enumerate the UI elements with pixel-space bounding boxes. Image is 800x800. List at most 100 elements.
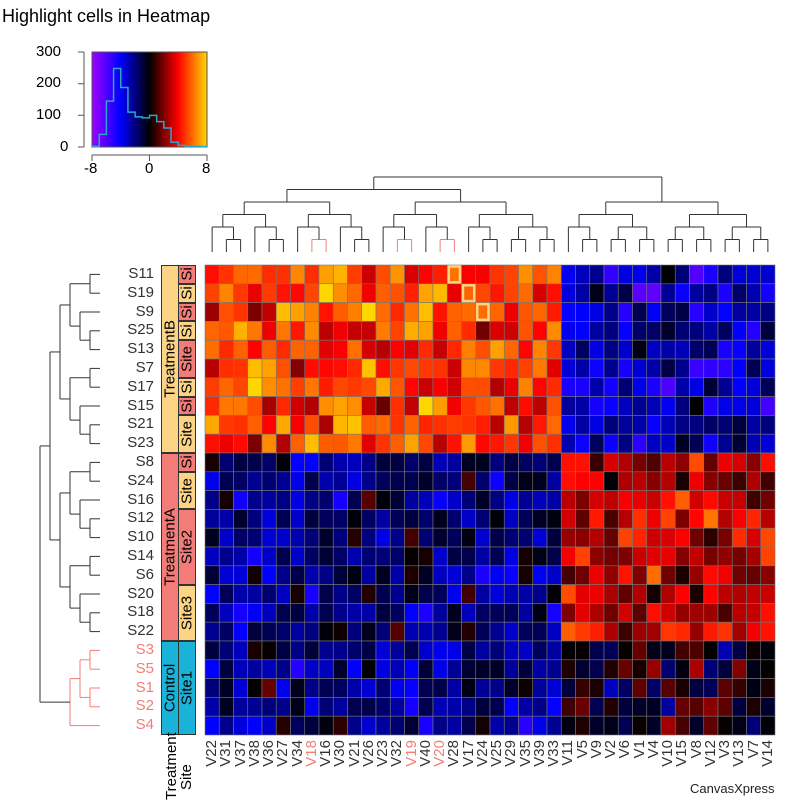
heatmap-cell[interactable] — [731, 565, 747, 585]
heatmap-cell[interactable] — [261, 621, 277, 642]
heatmap-cell[interactable] — [475, 339, 491, 360]
heatmap-cell[interactable] — [731, 509, 747, 529]
heatmap-cell[interactable] — [389, 527, 405, 548]
heatmap-cell[interactable] — [489, 678, 505, 698]
heatmap-cell[interactable] — [218, 415, 234, 435]
heatmap-cell[interactable] — [575, 264, 591, 285]
heatmap-cell[interactable] — [446, 546, 462, 567]
heatmap-cell[interactable] — [332, 452, 348, 473]
heatmap-cell[interactable] — [717, 339, 733, 360]
heatmap-cell[interactable] — [617, 490, 633, 510]
heatmap-cell[interactable] — [689, 339, 705, 360]
heatmap-cell[interactable] — [318, 659, 334, 679]
heatmap-cell[interactable] — [432, 339, 448, 360]
heatmap-cell[interactable] — [404, 264, 420, 285]
heatmap-cell[interactable] — [731, 377, 747, 397]
heatmap-cell[interactable] — [404, 452, 420, 473]
heatmap-cell[interactable] — [404, 584, 420, 604]
heatmap-cell[interactable] — [589, 697, 605, 717]
heatmap-cell[interactable] — [446, 396, 462, 416]
heatmap-cell[interactable] — [218, 264, 234, 285]
heatmap-cell[interactable] — [261, 527, 277, 548]
heatmap-cell[interactable] — [646, 452, 662, 473]
heatmap-cell[interactable] — [546, 697, 562, 717]
heatmap-cell[interactable] — [560, 415, 576, 435]
heatmap-cell[interactable] — [361, 546, 377, 567]
heatmap-cell[interactable] — [233, 415, 249, 435]
heatmap-cell[interactable] — [503, 302, 519, 322]
heatmap-cell[interactable] — [717, 264, 733, 285]
heatmap-cell[interactable] — [218, 321, 234, 341]
heatmap-cell[interactable] — [233, 715, 249, 736]
heatmap-cell[interactable] — [389, 546, 405, 567]
heatmap-cell[interactable] — [560, 527, 576, 548]
heatmap-cell[interactable] — [418, 321, 434, 341]
heatmap-cell[interactable] — [660, 509, 676, 529]
heatmap-cell[interactable] — [204, 471, 220, 491]
heatmap-cell[interactable] — [332, 321, 348, 341]
heatmap-cell[interactable] — [304, 603, 320, 623]
heatmap-cell[interactable] — [632, 471, 648, 491]
heatmap-cell[interactable] — [603, 565, 619, 585]
heatmap-cell[interactable] — [674, 452, 690, 473]
heatmap-cell[interactable] — [275, 264, 291, 285]
heatmap-cell[interactable] — [290, 640, 306, 661]
heatmap-cell[interactable] — [204, 678, 220, 698]
heatmap-cell[interactable] — [703, 471, 719, 491]
heatmap-cell[interactable] — [731, 302, 747, 322]
heatmap-cell[interactable] — [489, 621, 505, 642]
heatmap-cell[interactable] — [617, 621, 633, 642]
heatmap-cell[interactable] — [575, 621, 591, 642]
heatmap-cell[interactable] — [703, 603, 719, 623]
heatmap-cell[interactable] — [632, 584, 648, 604]
heatmap-cell[interactable] — [332, 302, 348, 322]
heatmap-cell[interactable] — [632, 659, 648, 679]
heatmap-cell[interactable] — [489, 433, 505, 454]
heatmap-cell[interactable] — [603, 415, 619, 435]
heatmap-cell[interactable] — [275, 603, 291, 623]
heatmap-cell[interactable] — [589, 264, 605, 285]
heatmap-cell[interactable] — [603, 678, 619, 698]
heatmap-cell[interactable] — [646, 640, 662, 661]
heatmap-cell[interactable] — [589, 433, 605, 454]
heatmap-cell[interactable] — [589, 377, 605, 397]
heatmap-cell[interactable] — [404, 715, 420, 736]
heatmap-cell[interactable] — [389, 321, 405, 341]
heatmap-cell[interactable] — [518, 302, 534, 322]
heatmap-cell[interactable] — [347, 584, 363, 604]
heatmap-cell[interactable] — [304, 509, 320, 529]
heatmap-cell[interactable] — [731, 283, 747, 303]
heatmap-cell[interactable] — [674, 527, 690, 548]
heatmap-cell[interactable] — [261, 283, 277, 303]
heatmap-cell[interactable] — [361, 302, 377, 322]
heatmap-cell[interactable] — [275, 415, 291, 435]
heatmap-cell[interactable] — [503, 264, 519, 285]
heatmap-cell[interactable] — [560, 603, 576, 623]
heatmap-cell[interactable] — [233, 471, 249, 491]
heatmap-cell[interactable] — [361, 377, 377, 397]
heatmap-cell[interactable] — [674, 603, 690, 623]
heatmap-cell[interactable] — [617, 584, 633, 604]
heatmap-cell[interactable] — [233, 302, 249, 322]
heatmap-cell[interactable] — [532, 452, 548, 473]
heatmap-cell[interactable] — [275, 339, 291, 360]
heatmap-cell[interactable] — [760, 433, 776, 454]
heatmap-cell[interactable] — [703, 377, 719, 397]
heatmap-cell[interactable] — [347, 452, 363, 473]
heatmap-cell[interactable] — [332, 283, 348, 303]
heatmap-cell[interactable] — [432, 697, 448, 717]
heatmap-cell[interactable] — [717, 584, 733, 604]
heatmap-cell[interactable] — [660, 565, 676, 585]
heatmap-cell[interactable] — [560, 621, 576, 642]
heatmap-cell[interactable] — [674, 621, 690, 642]
heatmap-cell[interactable] — [660, 339, 676, 360]
heatmap-cell[interactable] — [674, 490, 690, 510]
heatmap-cell[interactable] — [233, 621, 249, 642]
heatmap-cell[interactable] — [689, 603, 705, 623]
heatmap-cell[interactable] — [503, 621, 519, 642]
heatmap-cell[interactable] — [361, 415, 377, 435]
heatmap-cell[interactable] — [674, 358, 690, 379]
heatmap-cell[interactable] — [418, 471, 434, 491]
heatmap-cell[interactable] — [660, 640, 676, 661]
heatmap-cell[interactable] — [461, 715, 477, 736]
